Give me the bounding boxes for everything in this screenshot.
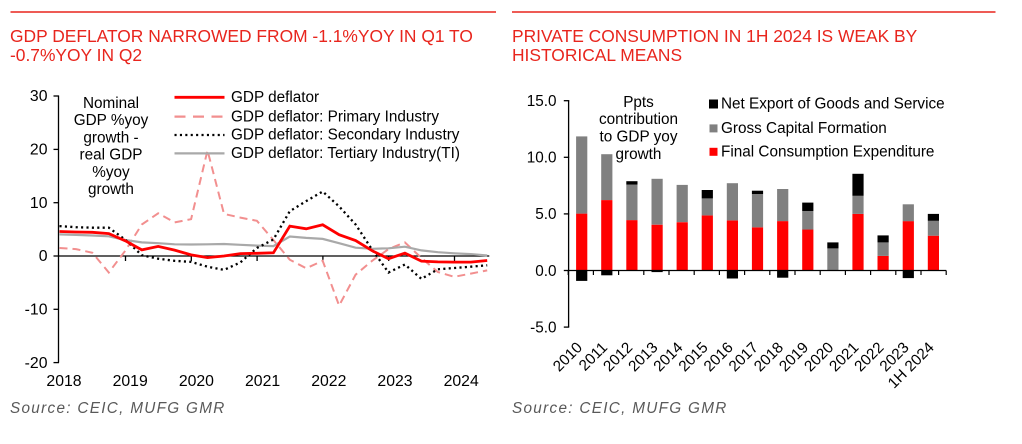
svg-text:%yoy: %yoy (92, 164, 130, 181)
svg-text:2021: 2021 (245, 373, 280, 390)
svg-text:-5.0: -5.0 (530, 319, 556, 336)
svg-text:GDP deflator: GDP deflator (231, 89, 319, 106)
svg-text:growth: growth (616, 146, 662, 163)
svg-text:growth: growth (88, 181, 134, 198)
svg-text:GDP deflator: Primary Industry: GDP deflator: Primary Industry (231, 108, 439, 125)
svg-text:0: 0 (39, 248, 48, 265)
svg-text:10: 10 (30, 195, 48, 212)
svg-text:PRIVATE CONSUMPTION IN 1H 2024: PRIVATE CONSUMPTION IN 1H 2024 IS WEAK B… (512, 26, 918, 46)
svg-text:2019: 2019 (113, 373, 148, 390)
svg-text:10.0: 10.0 (527, 150, 557, 167)
svg-text:Final Consumption Expenditure: Final Consumption Expenditure (721, 143, 934, 160)
svg-text:GDP deflator: Tertiary Industr: GDP deflator: Tertiary Industry(TI) (231, 145, 460, 162)
svg-text:GDP %yoy: GDP %yoy (74, 112, 149, 129)
svg-text:2020: 2020 (179, 373, 214, 390)
svg-text:GDP deflator: Secondary Indust: GDP deflator: Secondary Industry (231, 127, 460, 144)
svg-text:-20: -20 (25, 355, 48, 372)
svg-text:15.0: 15.0 (527, 93, 557, 110)
svg-text:2018: 2018 (46, 373, 81, 390)
svg-text:Net Export of Goods and Servic: Net Export of Goods and Service (721, 96, 945, 113)
svg-text:30: 30 (30, 88, 48, 105)
svg-text:GDP DEFLATOR NARROWED FROM -1.: GDP DEFLATOR NARROWED FROM -1.1%YOY IN Q… (10, 26, 473, 46)
svg-text:growth -: growth - (83, 129, 138, 146)
svg-text:HISTORICAL MEANS: HISTORICAL MEANS (512, 45, 682, 65)
svg-text:Gross Capital Formation: Gross Capital Formation (721, 120, 887, 137)
svg-text:20: 20 (30, 142, 48, 159)
svg-text:contribution: contribution (599, 111, 678, 128)
svg-text:5.0: 5.0 (535, 206, 556, 223)
svg-text:Ppts: Ppts (623, 94, 654, 111)
svg-text:Source: CEIC, MUFG GMR: Source: CEIC, MUFG GMR (10, 400, 226, 417)
svg-text:0.0: 0.0 (535, 263, 556, 280)
svg-text:Nominal: Nominal (83, 95, 139, 112)
svg-text:-0.7%YOY IN Q2: -0.7%YOY IN Q2 (10, 45, 142, 65)
svg-text:to GDP yoy: to GDP yoy (600, 129, 678, 146)
svg-text:-10: -10 (25, 302, 48, 319)
svg-text:2022: 2022 (311, 373, 346, 390)
svg-text:2024: 2024 (444, 373, 479, 390)
svg-text:Source: CEIC, MUFG GMR: Source: CEIC, MUFG GMR (512, 400, 728, 417)
svg-text:real GDP: real GDP (80, 147, 143, 164)
svg-text:2023: 2023 (377, 373, 412, 390)
